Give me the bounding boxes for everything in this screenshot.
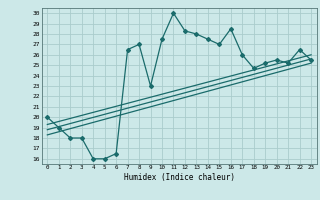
X-axis label: Humidex (Indice chaleur): Humidex (Indice chaleur) [124, 173, 235, 182]
